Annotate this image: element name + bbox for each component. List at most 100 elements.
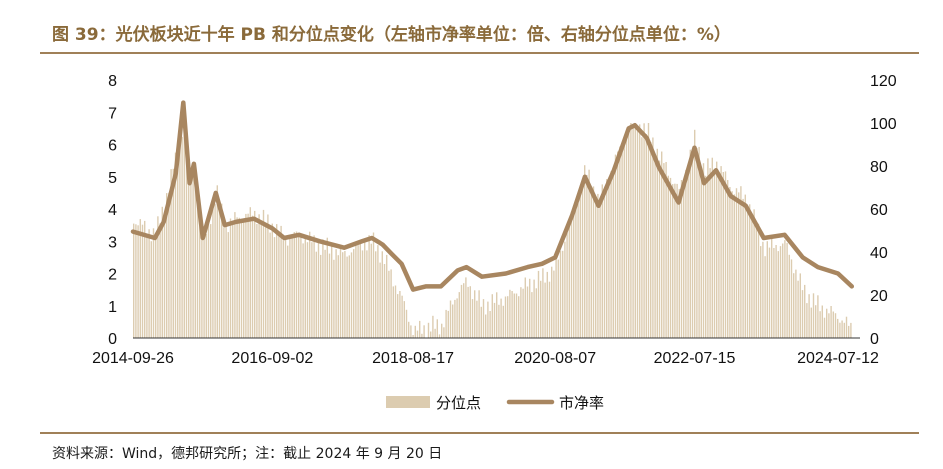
percentile-bar (654, 156, 656, 338)
percentile-bar (328, 253, 331, 338)
percentile-bar (667, 175, 669, 338)
percentile-bar (188, 159, 190, 338)
percentile-bar (687, 169, 689, 338)
percentile-bar (760, 246, 762, 338)
percentile-bar (766, 241, 768, 338)
left-tick-label: 0 (108, 331, 117, 348)
percentile-bar (177, 154, 179, 338)
percentile-bar (355, 241, 357, 338)
percentile-bar (144, 220, 146, 338)
percentile-bar (544, 282, 546, 338)
percentile-bar (744, 194, 746, 338)
percentile-bar (535, 288, 537, 338)
percentile-bar (790, 259, 793, 338)
percentile-bar (540, 280, 542, 338)
percentile-bar (482, 299, 485, 338)
percentile-bar (601, 184, 603, 338)
percentile-bar (621, 145, 623, 338)
percentile-bar (753, 209, 755, 338)
percentile-bar (344, 251, 346, 338)
right-axis: 0 20 40 60 80 100 120 (870, 73, 897, 348)
percentile-bar (795, 269, 797, 338)
percentile-bar (412, 335, 414, 338)
left-tick-label: 2 (108, 267, 117, 284)
percentile-bar (808, 294, 810, 338)
percentile-bar (463, 283, 465, 338)
percentile-bar (628, 132, 630, 338)
percentile-bar (823, 317, 826, 338)
percentile-bar (650, 142, 652, 338)
percentile-bar (271, 223, 273, 338)
percentile-bar (199, 203, 201, 338)
percentile-bar (777, 251, 779, 338)
percentile-bar (441, 323, 443, 338)
percentile-bar (249, 207, 251, 338)
percentile-bar (617, 151, 619, 338)
percentile-bar (346, 256, 348, 338)
percentile-bar (339, 245, 342, 338)
percentile-bar (157, 216, 159, 338)
percentile-bar (251, 215, 254, 338)
percentile-bar (612, 168, 614, 338)
percentile-bar (722, 172, 724, 338)
percentile-bar (522, 288, 524, 338)
percentile-bar (817, 295, 819, 338)
percentile-bar (205, 234, 207, 338)
percentile-bar (238, 217, 240, 338)
percentile-bar (548, 281, 551, 338)
percentile-bar (366, 250, 368, 338)
percentile-bar (775, 245, 777, 338)
percentile-bar (353, 249, 355, 338)
percentile-bar (509, 289, 511, 338)
percentile-bar (779, 246, 782, 338)
source-rule (40, 432, 919, 434)
percentile-bar (531, 292, 533, 338)
percentile-bar (672, 184, 674, 338)
percentile-bar (322, 239, 324, 338)
percentile-bar (742, 198, 744, 338)
percentile-bar (436, 319, 438, 338)
percentile-bar (570, 211, 573, 338)
percentile-bar (590, 191, 592, 338)
percentile-bar (641, 137, 643, 338)
percentile-bar (700, 169, 702, 338)
percentile-bar (364, 242, 366, 338)
percentile-bar (430, 331, 432, 338)
percentile-bar (148, 229, 150, 338)
percentile-bar (456, 298, 458, 338)
percentile-bar (623, 144, 625, 338)
percentile-bar (832, 311, 834, 338)
percentile-bar (518, 296, 520, 338)
percentile-bar (141, 224, 144, 338)
percentile-bar (564, 241, 566, 338)
percentile-bar (348, 255, 350, 338)
percentile-bar (669, 177, 672, 338)
percentile-bar (403, 301, 405, 338)
percentile-bar (511, 291, 513, 338)
percentile-bar (372, 232, 375, 338)
percentile-bar (828, 313, 830, 338)
percentile-bar (755, 227, 757, 338)
percentile-bar (287, 245, 289, 338)
percentile-bar (603, 191, 606, 338)
percentile-bar (568, 222, 570, 338)
percentile-bar (185, 142, 188, 338)
percentile-bar (579, 187, 581, 338)
left-tick-label: 8 (108, 73, 117, 90)
percentile-bar (768, 247, 771, 338)
percentile-bar (718, 172, 720, 338)
percentile-bar (793, 273, 795, 338)
percentile-bar (427, 322, 430, 338)
percentile-bar (542, 268, 544, 338)
percentile-bar (698, 146, 700, 338)
percentile-bar (267, 214, 269, 338)
percentile-bar (575, 200, 577, 338)
legend-bar-swatch (386, 396, 430, 408)
percentile-bar (696, 148, 698, 338)
percentile-bar (555, 258, 557, 338)
percentile-bar (278, 234, 280, 338)
percentile-bar (223, 227, 225, 338)
percentile-bar (203, 229, 205, 338)
percentile-bar (394, 285, 397, 338)
percentile-bar (280, 225, 282, 338)
